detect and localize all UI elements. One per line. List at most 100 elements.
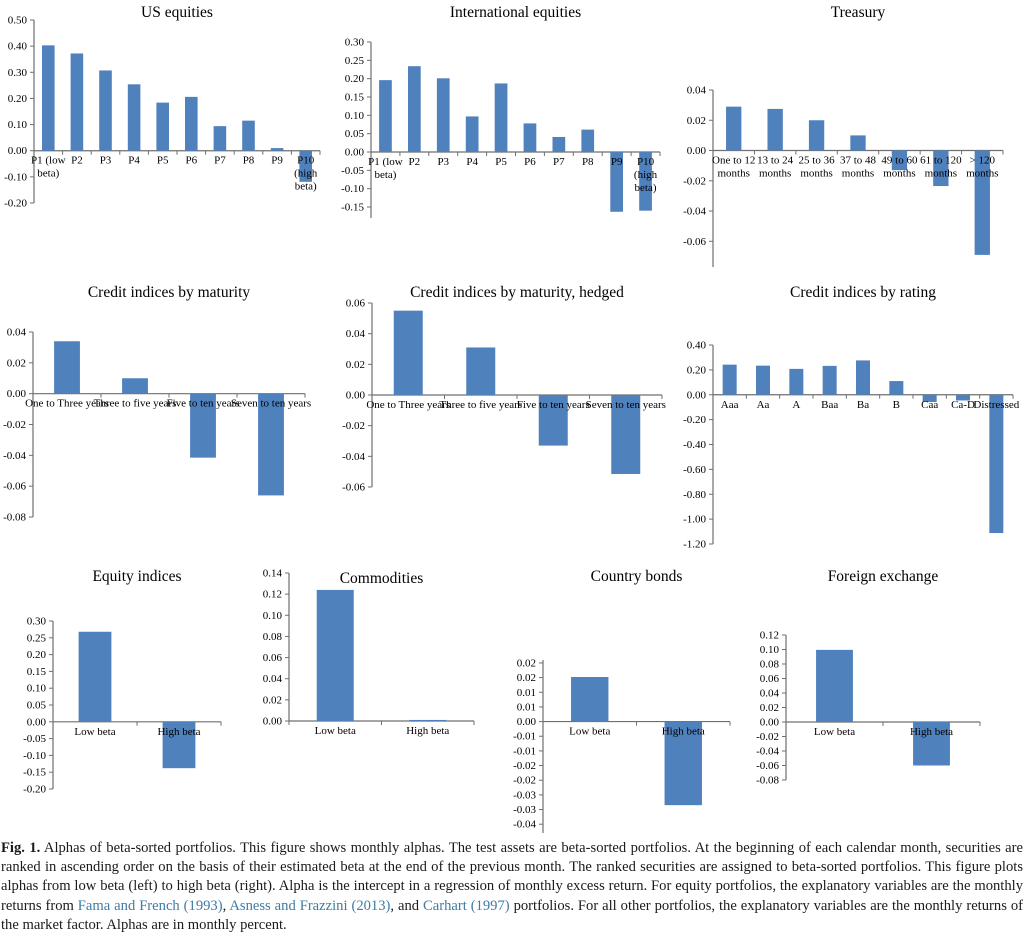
citation-link-carhart-1997[interactable]: Carhart (1997) xyxy=(423,897,510,914)
x-category-label: Three to five years xyxy=(94,398,177,410)
y-tick-label: 0.04 xyxy=(687,85,707,97)
bar-credit-indices-by-maturity-1 xyxy=(122,378,148,394)
y-tick-label: 0.02 xyxy=(687,115,706,127)
y-tick-label: -0.02 xyxy=(756,731,779,743)
bar-international-equities-2 xyxy=(436,78,450,152)
x-category-label: P7 xyxy=(553,156,565,168)
x-category-label: Low beta xyxy=(74,726,115,738)
bar-credit-indices-by-rating-3 xyxy=(822,365,837,395)
y-tick-label: -0.02 xyxy=(683,175,706,187)
chart-title-equity-indices: Equity indices xyxy=(92,568,182,585)
y-tick-label: 0.01 xyxy=(517,701,536,713)
x-category-label: P6 xyxy=(185,155,197,167)
bar-us-equities-2 xyxy=(99,70,112,151)
bar-us-equities-9 xyxy=(299,150,312,182)
chart-commodities: Commodities 0.14 0.12 0.10 0.08 0.06 0.04 0.02… xyxy=(256,560,512,838)
x-category-label: 37 to 48 xyxy=(840,155,877,167)
caption-text-1: Alphas of beta-sorted portfolios. This f… xyxy=(1,840,1023,914)
y-tick-label: -0.20 xyxy=(4,198,27,210)
x-category-label: Caa xyxy=(921,399,938,411)
y-tick-label: -0.04 xyxy=(513,819,536,831)
x-category-label: High beta xyxy=(910,726,953,738)
x-category-label: P6 xyxy=(524,156,536,168)
y-tick-label: -0.04 xyxy=(342,451,365,463)
y-tick-label: -0.04 xyxy=(756,746,779,758)
caption-text-2: , xyxy=(222,897,230,914)
chart-credit-indices-by-maturity-hedged: Credit indices by maturity, hedged 0.06 0… xyxy=(340,270,680,560)
x-category-label: P4 xyxy=(466,156,478,168)
bar-international-equities-8 xyxy=(610,152,624,212)
chart-foreign-exchange: Foreign exchange 0.12 0.10 0.08 0.06 0.04 0.0… xyxy=(740,560,1024,838)
x-category-label: beta) xyxy=(37,168,59,180)
y-tick-label: -0.05 xyxy=(341,165,364,177)
y-tick-label: 0.06 xyxy=(346,298,366,310)
chart-title-credit-indices-by-maturity-hedged: Credit indices by maturity, hedged xyxy=(410,284,624,301)
y-tick-label: 0.10 xyxy=(760,644,780,656)
bar-international-equities-5 xyxy=(523,123,537,152)
bar-credit-indices-by-rating-4 xyxy=(856,360,870,395)
y-tick-label: 0.02 xyxy=(760,702,779,714)
bar-credit-indices-by-rating-5 xyxy=(889,381,904,395)
x-category-label: Seven to ten years xyxy=(231,398,311,410)
y-tick-label: 0.00 xyxy=(345,147,365,159)
figure-caption: Fig. 1. Alphas of beta-sorted portfolios… xyxy=(1,839,1023,935)
x-category-label: months xyxy=(842,168,874,180)
x-category-label: P3 xyxy=(100,155,112,167)
y-tick-label: 0.00 xyxy=(8,145,28,157)
x-category-label: P7 xyxy=(214,155,226,167)
y-tick-label: 0.20 xyxy=(687,364,707,376)
x-category-label: P1 (low xyxy=(31,155,66,167)
y-tick-label: 0.12 xyxy=(760,630,779,642)
figure-charts: US equities 0.50 0.40 0.30 0.20 0.10 0.00 -0.1… xyxy=(0,0,1024,838)
bar-credit-indices-by-maturity-hedged-2 xyxy=(538,395,568,446)
chart-canvas-credit-indices-by-rating: 0.40 0.20 0.00 -0.20 -0.40 -0.60 -0.80 -1.00 -1.… xyxy=(683,340,1020,551)
y-tick-label: 0.10 xyxy=(27,683,47,695)
bar-treasury-0 xyxy=(726,106,742,151)
y-tick-label: -0.10 xyxy=(341,183,364,195)
x-category-label: beta) xyxy=(295,181,317,193)
y-tick-label: -0.02 xyxy=(513,760,536,772)
bar-commodities-1 xyxy=(409,719,447,721)
bar-international-equities-6 xyxy=(552,136,566,152)
chart-canvas-country-bonds: 0.02 0.02 0.01 0.01 0.00 -0.01 -0.01 -0.02 -0.02… xyxy=(513,657,731,833)
x-category-label: 49 to 60 xyxy=(881,155,918,167)
y-tick-label: 0.02 xyxy=(517,657,536,669)
bar-us-equities-1 xyxy=(70,53,84,151)
y-tick-label: 0.25 xyxy=(345,55,365,67)
y-tick-label: 0.02 xyxy=(263,694,282,706)
y-tick-label: -0.04 xyxy=(3,450,26,462)
x-category-label: One to Three years xyxy=(366,399,450,411)
x-category-label: P9 xyxy=(611,156,623,168)
y-tick-label: 0.14 xyxy=(263,568,283,580)
y-tick-label: -0.04 xyxy=(683,206,706,218)
y-tick-label: 0.01 xyxy=(517,687,536,699)
y-tick-label: 0.04 xyxy=(346,328,366,340)
y-tick-label: -0.06 xyxy=(342,482,365,494)
x-category-label: Low beta xyxy=(569,726,610,738)
chart-title-commodities: Commodities xyxy=(339,570,424,587)
chart-international-equities: International equities 0.30 0.25 0.20 0.15 0… xyxy=(340,0,680,240)
y-tick-label: -0.03 xyxy=(513,804,536,816)
y-tick-label: 0.05 xyxy=(345,128,365,140)
y-tick-label: 0.20 xyxy=(27,649,47,661)
citation-link-asness-frazzini-2013[interactable]: Asness and Frazzini (2013) xyxy=(229,897,391,914)
bar-treasury-3 xyxy=(850,135,866,151)
y-tick-label: 0.08 xyxy=(760,659,780,671)
chart-title-country-bonds: Country bonds xyxy=(590,568,683,585)
chart-us-equities: US equities 0.50 0.40 0.30 0.20 0.10 0.00 -0.1… xyxy=(0,0,340,240)
chart-canvas-credit-indices-by-maturity: 0.04 0.02 0.00 -0.02 -0.04 -0.06 -0.08 One to T… xyxy=(3,327,311,524)
y-tick-label: 0.06 xyxy=(760,673,780,685)
x-category-label: (high xyxy=(294,168,318,180)
bar-commodities-0 xyxy=(316,589,354,721)
bar-international-equities-9 xyxy=(639,152,652,211)
x-category-label: P8 xyxy=(243,155,255,167)
y-tick-label: 0.20 xyxy=(8,93,28,105)
y-tick-label: -0.80 xyxy=(683,489,706,501)
y-tick-label: 0.10 xyxy=(263,610,283,622)
citation-link-fama-french-1993[interactable]: Fama and French (1993) xyxy=(77,897,223,914)
y-tick-label: 0.00 xyxy=(346,390,366,402)
bar-international-equities-4 xyxy=(494,83,508,152)
y-tick-label: 0.25 xyxy=(27,632,47,644)
bar-us-equities-4 xyxy=(156,102,169,151)
